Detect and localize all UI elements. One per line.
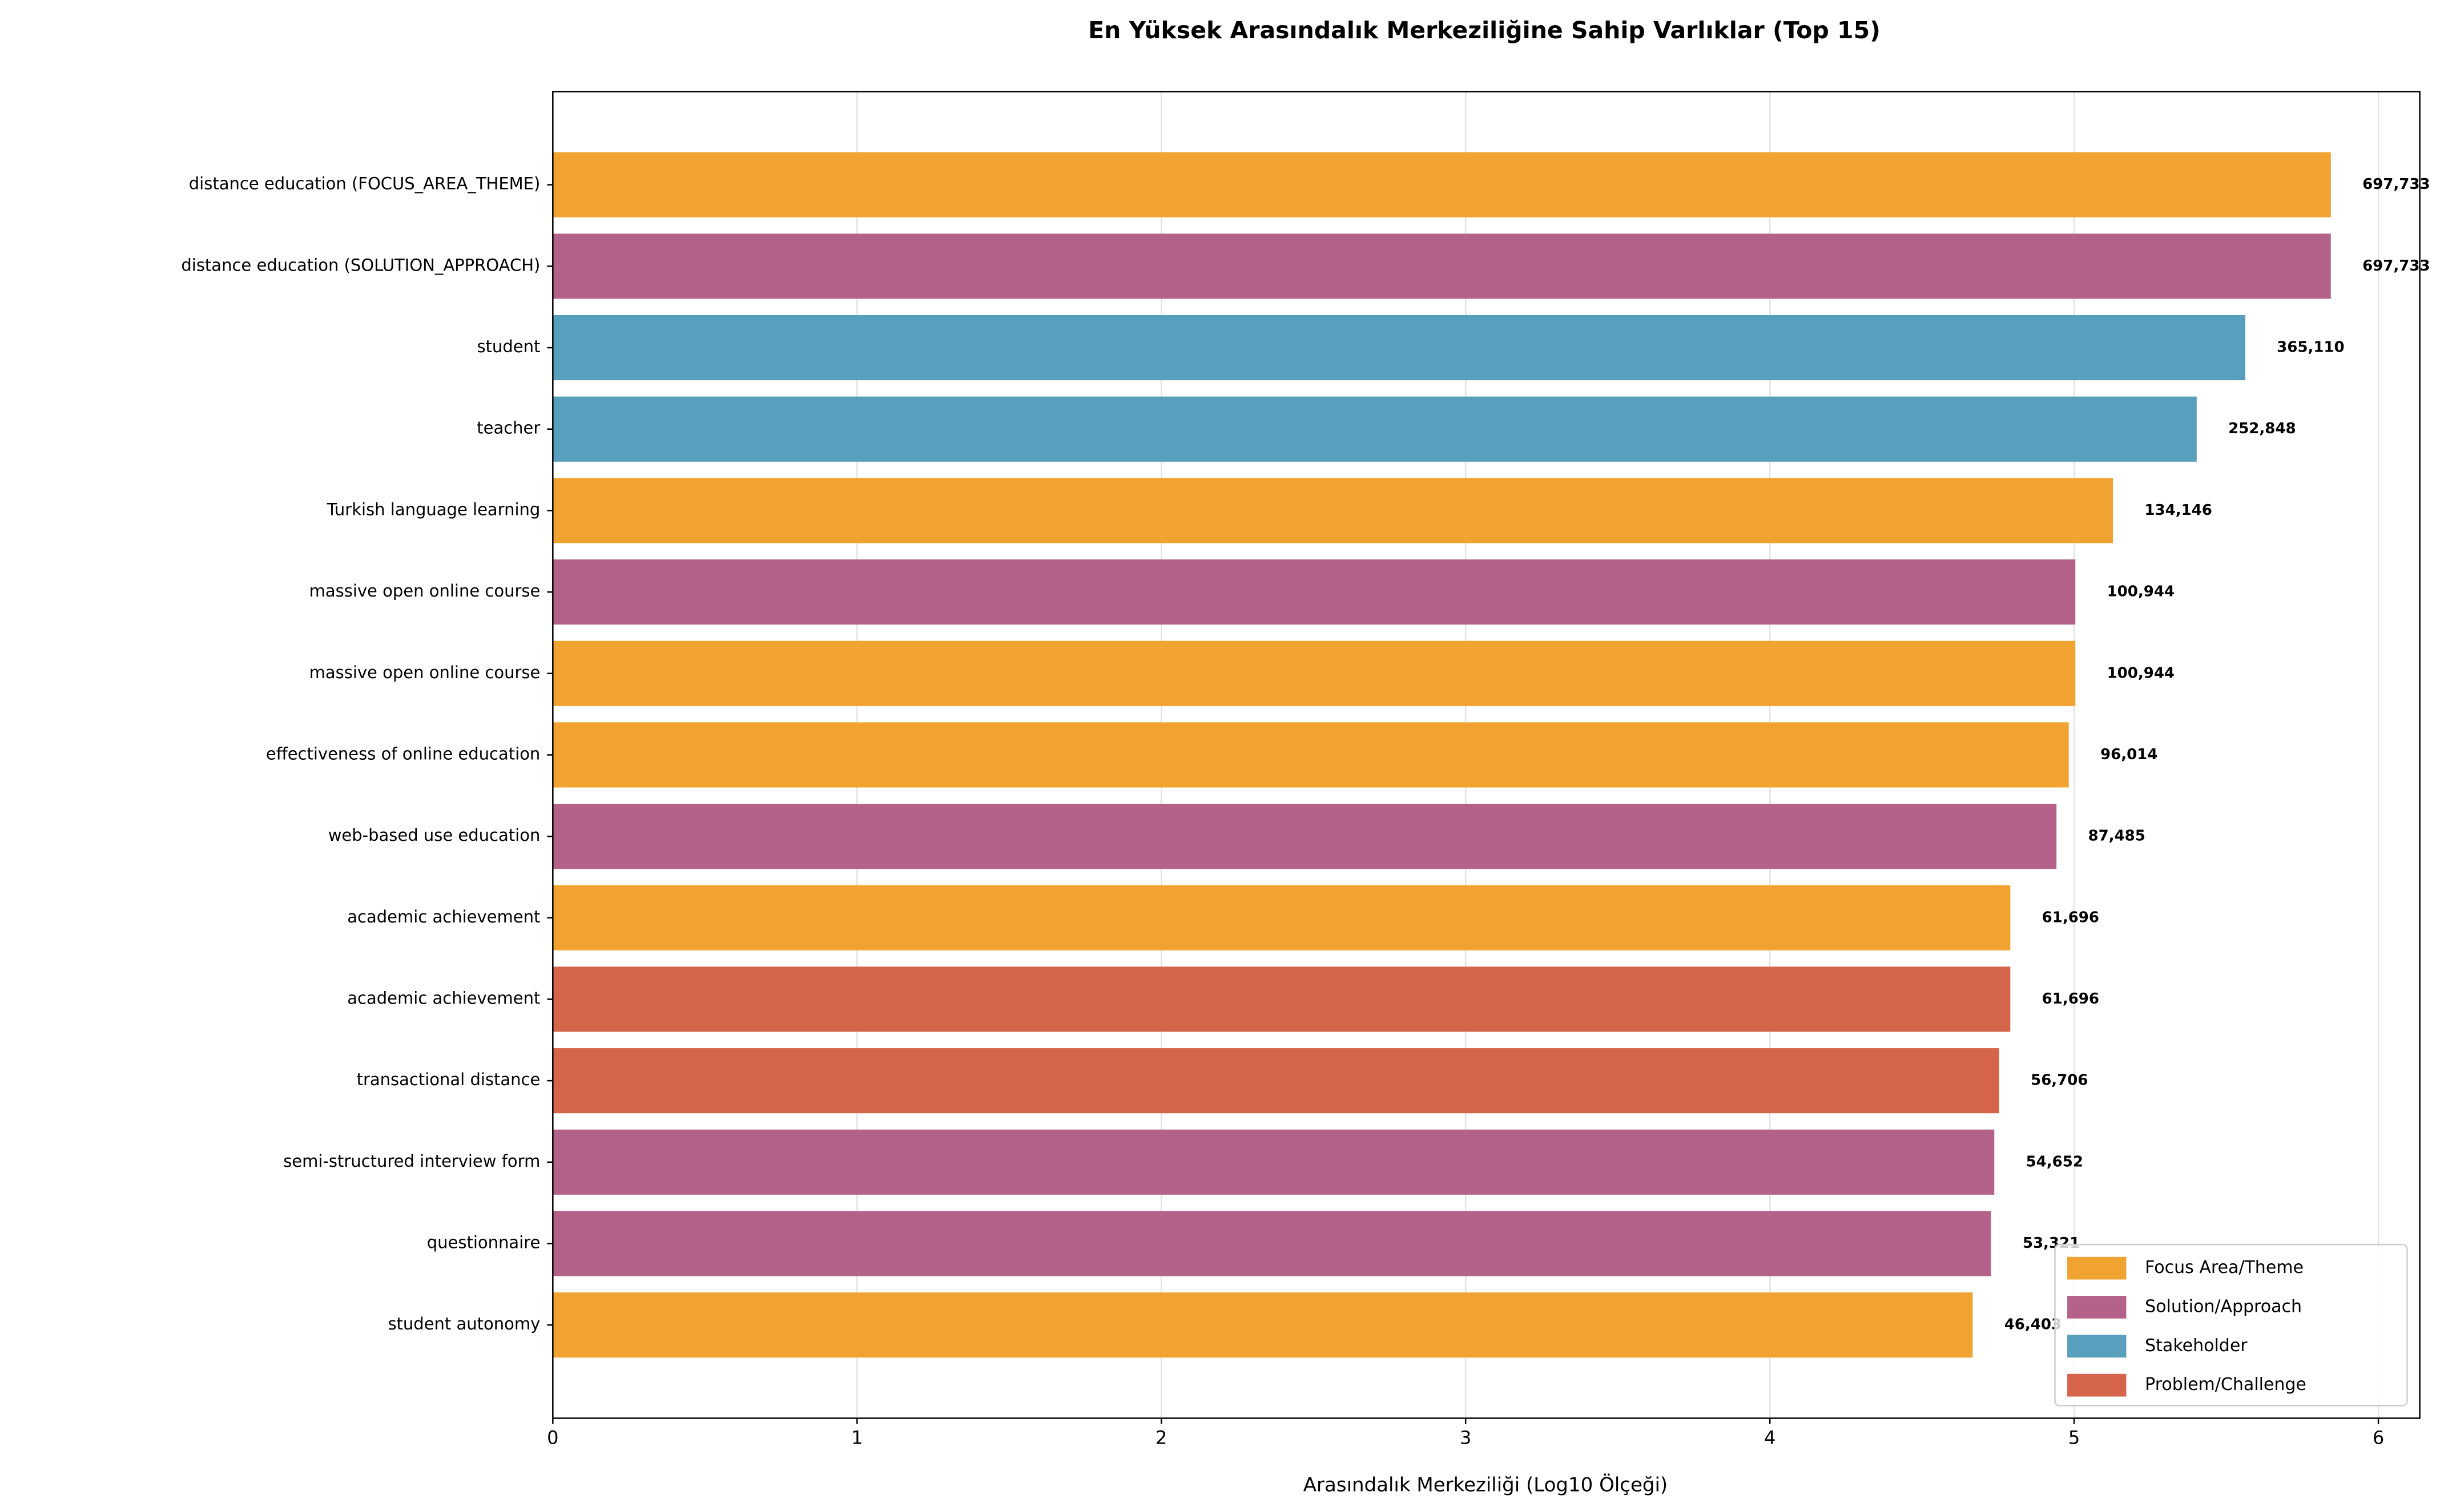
value-label: 61,696 — [2042, 990, 2099, 1008]
value-label: 56,706 — [2031, 1072, 2088, 1089]
x-tick-label: 3 — [1460, 1427, 1471, 1448]
legend-swatch — [2067, 1296, 2127, 1319]
bar — [553, 233, 2331, 299]
bar — [553, 1211, 1991, 1276]
x-tick-label: 6 — [2373, 1427, 2384, 1448]
chart-title: En Yüksek Arasındalık Merkeziliğine Sahi… — [1088, 17, 1881, 44]
value-label: 54,652 — [2026, 1153, 2083, 1170]
x-tick-label: 2 — [1155, 1427, 1167, 1448]
value-label: 96,014 — [2100, 746, 2157, 763]
plot-frame — [552, 91, 2421, 1419]
y-tick-label: Turkish language learning — [327, 499, 541, 519]
value-label: 134,146 — [2144, 502, 2212, 519]
value-label: 46,403 — [2004, 1316, 2062, 1333]
y-tick-label: web-based use education — [328, 825, 541, 845]
bar — [553, 1129, 1995, 1195]
legend-swatch — [2067, 1256, 2127, 1280]
value-label: 365,110 — [2277, 339, 2344, 356]
y-tick-label: academic achievement — [347, 907, 540, 926]
legend-label: Solution/Approach — [2145, 1296, 2302, 1316]
y-tick-label: distance education (FOCUS_AREA_THEME) — [189, 174, 541, 194]
bar — [553, 396, 2197, 462]
bar — [553, 478, 2113, 543]
y-tick-label: academic achievement — [347, 988, 540, 1008]
value-label: 252,848 — [2228, 420, 2296, 437]
bars — [553, 152, 2331, 1358]
legend-label: Stakeholder — [2145, 1336, 2248, 1356]
bar — [553, 804, 2057, 869]
value-label: 61,696 — [2042, 909, 2099, 926]
bar — [553, 966, 2011, 1032]
bar — [553, 1048, 1999, 1114]
y-tick-label: questionnaire — [427, 1233, 541, 1252]
value-label: 100,944 — [2107, 664, 2175, 682]
x-tick-label: 1 — [851, 1427, 863, 1448]
bar — [553, 559, 2076, 625]
x-tick-label: 4 — [1764, 1427, 1775, 1448]
y-tick-label: distance education (SOLUTION_APPROACH) — [181, 255, 540, 275]
y-tick-label: massive open online course — [309, 663, 541, 682]
value-label: 100,944 — [2107, 583, 2175, 601]
bar — [553, 885, 2011, 950]
value-label: 87,485 — [2088, 828, 2145, 845]
bar — [553, 152, 2331, 217]
legend-swatch — [2067, 1335, 2127, 1358]
legend-label: Problem/Challenge — [2145, 1375, 2306, 1395]
y-tick-label: student — [477, 337, 540, 356]
y-tick-label: effectiveness of online education — [266, 744, 540, 763]
y-tick-label: massive open online course — [309, 581, 541, 601]
bar — [553, 315, 2245, 381]
legend-label: Focus Area/Theme — [2145, 1258, 2304, 1278]
x-tick-label: 5 — [2068, 1427, 2080, 1448]
bar — [553, 640, 2076, 706]
bar — [553, 1292, 1973, 1358]
y-tick-label: transactional distance — [357, 1070, 541, 1089]
legend-box — [2054, 1243, 2408, 1407]
y-tick-label: student autonomy — [388, 1314, 540, 1333]
legend-swatch — [2067, 1373, 2127, 1397]
y-tick-label: teacher — [477, 418, 540, 438]
bar — [553, 722, 2069, 788]
x-tick-label: 0 — [547, 1427, 558, 1448]
y-tick-label: semi-structured interview form — [283, 1151, 540, 1171]
x-axis-label: Arasındalık Merkeziliği (Log10 Ölçeği) — [1303, 1473, 1668, 1497]
value-label: 697,733 — [2362, 257, 2430, 275]
value-label: 697,733 — [2362, 176, 2430, 193]
